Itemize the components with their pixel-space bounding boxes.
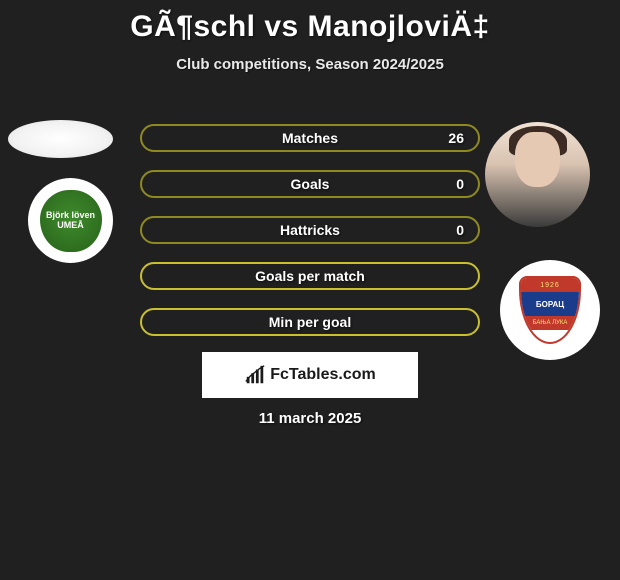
- stat-value-right: 0: [456, 222, 464, 238]
- club-badge-left: Björk löven UMEÅ: [28, 178, 113, 263]
- stat-label: Matches: [282, 130, 338, 146]
- player-avatar-left: [8, 120, 113, 158]
- date-label: 11 march 2025: [259, 410, 362, 427]
- logo-box: FcTables.com: [202, 352, 418, 398]
- stat-label: Goals: [291, 176, 330, 192]
- stat-label: Min per goal: [269, 314, 351, 330]
- stat-label: Hattricks: [280, 222, 340, 238]
- stat-row-goals: Goals 0: [140, 170, 480, 198]
- club-badge-right-inner: 1926 БОРАЦ БАЊА ЛУКА: [519, 276, 581, 344]
- club-right-top: 1926: [521, 278, 579, 292]
- chart-icon: [244, 364, 266, 386]
- club-right-mid: БОРАЦ: [521, 292, 579, 316]
- stats-panel: Matches 26 Goals 0 Hattricks 0 Goals per…: [140, 124, 480, 336]
- club-right-bot: БАЊА ЛУКА: [521, 316, 579, 330]
- club-badge-right: 1926 БОРАЦ БАЊА ЛУКА: [500, 260, 600, 360]
- stat-row-matches: Matches 26: [140, 124, 480, 152]
- stat-row-hattricks: Hattricks 0: [140, 216, 480, 244]
- stat-label: Goals per match: [255, 268, 365, 284]
- player-avatar-right: [485, 122, 590, 227]
- stat-value-right: 0: [456, 176, 464, 192]
- stat-value-right: 26: [448, 130, 464, 146]
- subtitle: Club competitions, Season 2024/2025: [0, 56, 620, 73]
- club-badge-left-inner: Björk löven UMEÅ: [40, 190, 102, 252]
- stat-row-goals-per-match: Goals per match: [140, 262, 480, 290]
- logo-text: FcTables.com: [270, 366, 376, 384]
- club-left-text: Björk löven UMEÅ: [40, 211, 102, 231]
- page-title: GÃ¶schl vs ManojloviÄ‡: [0, 10, 620, 44]
- stat-row-min-per-goal: Min per goal: [140, 308, 480, 336]
